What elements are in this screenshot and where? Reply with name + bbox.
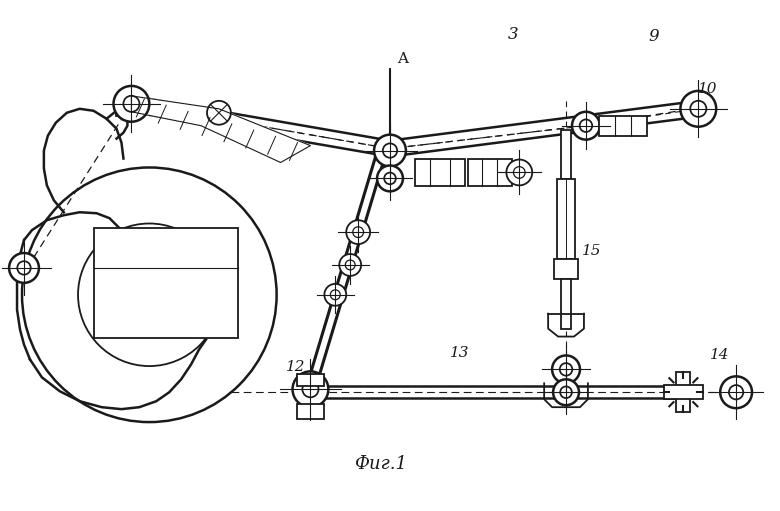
- Bar: [676, 373, 690, 412]
- Circle shape: [690, 101, 707, 117]
- Bar: [554, 259, 578, 279]
- Circle shape: [207, 101, 231, 125]
- Bar: [116, 104, 131, 116]
- Circle shape: [374, 135, 406, 167]
- Bar: [296, 404, 324, 419]
- Circle shape: [22, 168, 277, 422]
- Circle shape: [513, 167, 525, 178]
- Bar: [561, 279, 571, 329]
- Circle shape: [339, 254, 361, 276]
- Bar: [94, 228, 238, 338]
- Bar: [557, 179, 575, 259]
- Circle shape: [560, 363, 573, 376]
- Text: Фиг.1: Фиг.1: [353, 455, 406, 473]
- Circle shape: [385, 173, 395, 184]
- Polygon shape: [131, 96, 310, 162]
- Text: 13: 13: [450, 346, 470, 360]
- Circle shape: [17, 261, 30, 274]
- Circle shape: [560, 386, 572, 398]
- Circle shape: [552, 356, 580, 383]
- Text: 10: 10: [698, 82, 718, 96]
- Text: A: A: [397, 52, 408, 66]
- Bar: [664, 385, 704, 399]
- Text: 12: 12: [285, 360, 305, 375]
- Circle shape: [9, 253, 39, 283]
- Bar: [467, 158, 512, 187]
- Circle shape: [331, 290, 340, 300]
- Text: 9: 9: [649, 28, 659, 45]
- Circle shape: [114, 86, 149, 122]
- Circle shape: [680, 91, 716, 127]
- Circle shape: [353, 227, 363, 238]
- Circle shape: [383, 144, 397, 158]
- Circle shape: [580, 120, 592, 132]
- Circle shape: [377, 166, 403, 191]
- Circle shape: [506, 159, 532, 185]
- Text: 3: 3: [507, 26, 518, 43]
- Circle shape: [78, 223, 221, 366]
- Circle shape: [123, 96, 140, 112]
- Circle shape: [346, 220, 370, 244]
- Text: 15: 15: [582, 244, 601, 258]
- Bar: [561, 130, 571, 179]
- Circle shape: [292, 371, 328, 407]
- Circle shape: [324, 284, 346, 306]
- Text: 14: 14: [711, 349, 730, 362]
- Circle shape: [303, 381, 318, 398]
- Circle shape: [553, 379, 579, 405]
- Circle shape: [729, 385, 743, 400]
- Bar: [415, 158, 465, 187]
- Circle shape: [346, 260, 355, 270]
- Bar: [296, 375, 324, 386]
- Bar: [599, 116, 647, 135]
- Circle shape: [572, 112, 600, 140]
- Circle shape: [720, 376, 752, 408]
